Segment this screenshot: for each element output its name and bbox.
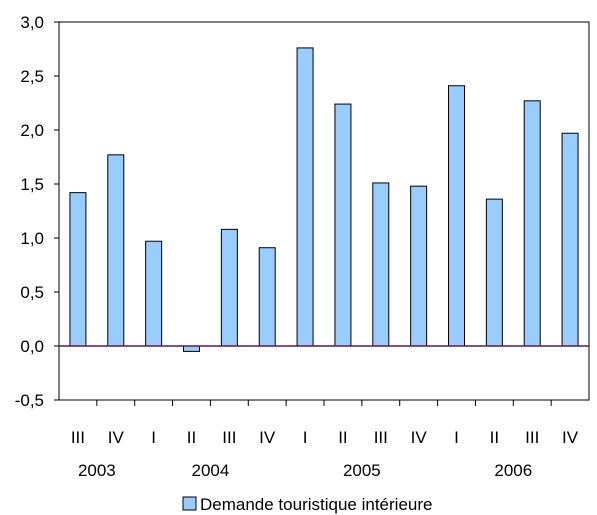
x-tick-label: I: [151, 428, 156, 447]
y-tick-label: -0,5: [15, 391, 44, 410]
y-tick-label: 1,5: [20, 175, 44, 194]
bar: [561, 132, 579, 347]
x-tick-label: II: [187, 428, 196, 447]
bar: [69, 192, 87, 347]
bar: [523, 100, 541, 347]
bar: [183, 345, 200, 352]
bar: [372, 182, 390, 347]
bar: [107, 154, 125, 347]
bar: [296, 47, 314, 347]
x-tick-label: III: [71, 428, 85, 447]
bar: [258, 247, 276, 347]
x-tick-label: II: [338, 428, 347, 447]
y-tick-label: 3,0: [20, 13, 44, 32]
bar: [485, 198, 503, 347]
x-tick-label: IV: [259, 428, 276, 447]
plot-area: [58, 21, 590, 401]
year-label: 2006: [494, 461, 532, 480]
year-label: 2004: [192, 461, 230, 480]
year-label: 2003: [78, 461, 116, 480]
y-tick-label: 2,5: [20, 67, 44, 86]
x-tick-label: I: [303, 428, 308, 447]
legend-swatch: [182, 496, 197, 511]
x-tick-label: III: [222, 428, 236, 447]
x-tick-label: IV: [411, 428, 428, 447]
y-tick-label: 0,5: [20, 283, 44, 302]
y-tick-label: 0,0: [20, 337, 44, 356]
y-tick-label: 2,0: [20, 121, 44, 140]
bar: [334, 103, 352, 347]
x-tick-label: III: [374, 428, 388, 447]
x-tick-label: III: [525, 428, 539, 447]
y-tick-label: 1,0: [20, 229, 44, 248]
bar: [448, 85, 465, 347]
legend-label: Demande touristique intérieure: [200, 495, 432, 514]
bar: [410, 185, 428, 347]
legend: Demande touristique intérieure: [182, 495, 432, 514]
x-tick-label: IV: [108, 428, 125, 447]
x-tick-label: I: [454, 428, 459, 447]
x-tick-label: II: [490, 428, 499, 447]
bar: [220, 228, 238, 347]
y-axis: -0,5 0,0 0,5 1,0 1,5 2,0 2,5 3,0: [15, 13, 59, 410]
year-label: 2005: [343, 461, 381, 480]
x-tick-label: IV: [562, 428, 579, 447]
bar: [145, 240, 163, 347]
plot-frame: [58, 21, 590, 401]
